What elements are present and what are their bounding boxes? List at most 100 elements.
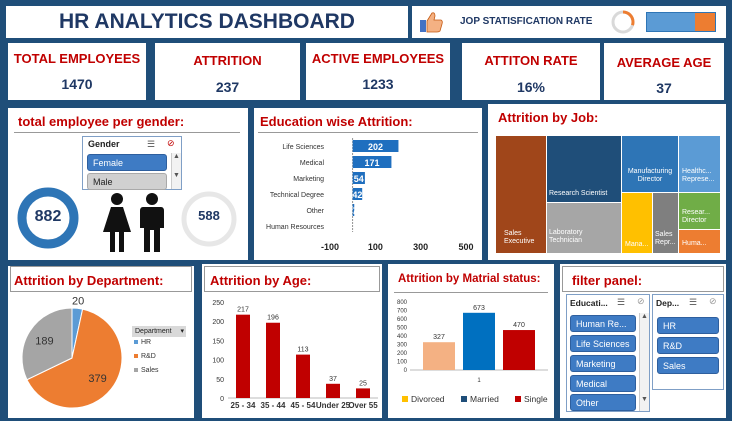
multi-select-icon[interactable]: ☰	[147, 139, 156, 149]
legend-label: Single	[524, 394, 548, 404]
y-tick-label: 700	[397, 309, 408, 315]
legend-swatch	[402, 396, 408, 402]
marital-bar	[503, 330, 535, 370]
clear-filter-icon[interactable]: ⊘	[167, 138, 175, 148]
gender-panel: total employee per gender: Gender ☰ ⊘ Fe…	[8, 108, 248, 260]
slicer-item-female[interactable]: Female	[87, 154, 167, 171]
pie-value-label: 189	[35, 336, 53, 348]
x-tick-label: 1	[477, 378, 481, 384]
gender-slicer[interactable]: Gender ☰ ⊘ Female Male ▲ ▼	[82, 136, 182, 190]
marital-panel: Attrition by Matrial status: 0 100 200 300 4…	[388, 264, 554, 418]
slicer-item[interactable]: Sales	[657, 357, 719, 374]
department-title: Attrition by Department:	[14, 273, 164, 288]
treemap-cell-manufacturing-director: Manufacturing Director	[622, 136, 678, 192]
treemap-label: Healthc... Represe...	[682, 168, 715, 183]
kpi-average-age: AVERAGE AGE 37	[604, 43, 724, 100]
kpi-attrition-rate: ATTITON RATE 16%	[462, 43, 600, 100]
clear-filter-icon[interactable]: ⊘	[637, 296, 645, 306]
category-label: Medical	[300, 160, 325, 167]
x-tick-label: Over 55	[348, 401, 378, 410]
dashboard-title: HR ANALYTICS DASHBOARD	[59, 10, 355, 33]
job-treemap: Sales Executive Research Scientist Labor…	[496, 136, 720, 253]
x-tick-label: 25 - 34	[231, 401, 256, 410]
female-person-icon	[100, 192, 134, 254]
satisfaction-donut	[610, 9, 636, 35]
satisfaction-label: JOP STATISFICATION RATE	[460, 16, 593, 27]
title-box	[562, 266, 724, 292]
education-slicer[interactable]: Educati... ☰ ⊘ Human Re... Life Sciences…	[566, 294, 650, 412]
legend-label: HR	[141, 339, 151, 346]
age-bar	[326, 383, 340, 398]
pie-value-label: 20	[72, 295, 84, 307]
multi-select-icon[interactable]: ☰	[689, 297, 698, 307]
x-tick-label: Under 25	[316, 401, 351, 410]
slicer-scrollbar[interactable]: ▲ ▼	[171, 153, 181, 189]
category-label: Life Sciences	[282, 144, 324, 151]
title-underline	[14, 132, 240, 133]
treemap-label: Mana...	[625, 241, 649, 248]
slicer-item[interactable]: Marketing	[570, 355, 636, 372]
x-tick-label: 35 - 44	[261, 401, 286, 410]
treemap-cell-sales-representative: Sales Repr...	[653, 193, 678, 253]
dropdown-icon[interactable]: ▾	[180, 328, 184, 335]
bar-value-label: 113	[297, 347, 308, 354]
x-tick-label: 500	[458, 242, 473, 252]
bar-value-label: 42	[352, 190, 362, 200]
age-bar	[266, 322, 280, 398]
treemap-cell-laboratory-technician: Laboratory Technician	[547, 203, 621, 253]
age-bar-chart: 0 50 100 150 200 250 217 25 - 34 196 35 - 44 113 45…	[212, 300, 378, 410]
slicer-item[interactable]: Human Re...	[570, 315, 636, 332]
kpi-active-employees: ACTIVE EMPLOYEES 1233	[306, 43, 450, 100]
treemap-cell-manager: Mana...	[622, 193, 652, 253]
age-bar	[296, 354, 310, 398]
bar-value-label: 7	[352, 206, 357, 216]
bar-value-label: 202	[368, 142, 383, 152]
marital-bar	[423, 342, 455, 370]
kpi-value: 237	[215, 79, 240, 95]
treemap-label: Research Scientist	[549, 190, 608, 197]
kpi-value: 1470	[61, 76, 93, 92]
slicer-item[interactable]: HR	[657, 317, 719, 334]
slicer-scrollbar[interactable]: ▲ ▼	[639, 313, 649, 411]
treemap-label: Resear... Director	[682, 209, 711, 224]
multi-select-icon[interactable]: ☰	[617, 297, 626, 307]
department-slicer[interactable]: Dep... ☰ ⊘ HR R&D Sales	[652, 294, 724, 390]
category-label: Human Resources	[266, 224, 324, 231]
treemap-cell-healthcare-representative: Healthc... Represe...	[679, 136, 720, 192]
age-panel: Attrition by Age: 0 50 100 150 200 250 217 25 -…	[202, 264, 382, 418]
legend-label: R&D	[141, 353, 156, 360]
y-tick-label: 250	[212, 300, 224, 307]
education-bar	[352, 156, 392, 168]
bar-value-label: 37	[329, 376, 337, 383]
scroll-up-icon[interactable]: ▲	[173, 153, 180, 160]
department-legend-filter[interactable]: Department ▾	[132, 326, 186, 337]
gender-title: total employee per gender:	[18, 114, 185, 129]
education-bar	[352, 140, 399, 152]
y-tick-label: 50	[216, 377, 224, 384]
y-tick-label: 150	[212, 338, 224, 345]
y-tick-label: 0	[404, 368, 408, 374]
legend-swatch	[134, 340, 138, 344]
treemap-cell-human-resources: Huma...	[679, 230, 720, 253]
y-tick-label: 0	[220, 396, 224, 403]
education-title: Education wise Attrition:	[260, 114, 413, 129]
scroll-down-icon[interactable]: ▼	[641, 396, 648, 403]
scroll-down-icon[interactable]: ▼	[173, 172, 180, 179]
treemap-label: Sales Executive	[504, 230, 535, 245]
bar-value-label: 54	[354, 174, 364, 184]
slicer-item-male[interactable]: Male	[87, 173, 167, 190]
y-tick-label: 100	[212, 358, 224, 365]
bar-value-label: 25	[359, 380, 367, 387]
kpi-value: 16%	[516, 79, 546, 95]
marital-bar	[463, 312, 495, 370]
treemap-label: Sales Repr...	[655, 231, 676, 246]
scroll-up-icon[interactable]: ▲	[641, 313, 648, 320]
slicer-item[interactable]: Life Sciences	[570, 335, 636, 352]
bar-value-label: 470	[513, 322, 525, 329]
clear-filter-icon[interactable]: ⊘	[709, 296, 717, 306]
slicer-item[interactable]: Other	[570, 394, 636, 411]
slicer-item[interactable]: Medical	[570, 375, 636, 392]
slicer-item[interactable]: R&D	[657, 337, 719, 354]
legend-swatch	[461, 396, 467, 402]
education-bar	[352, 172, 365, 184]
